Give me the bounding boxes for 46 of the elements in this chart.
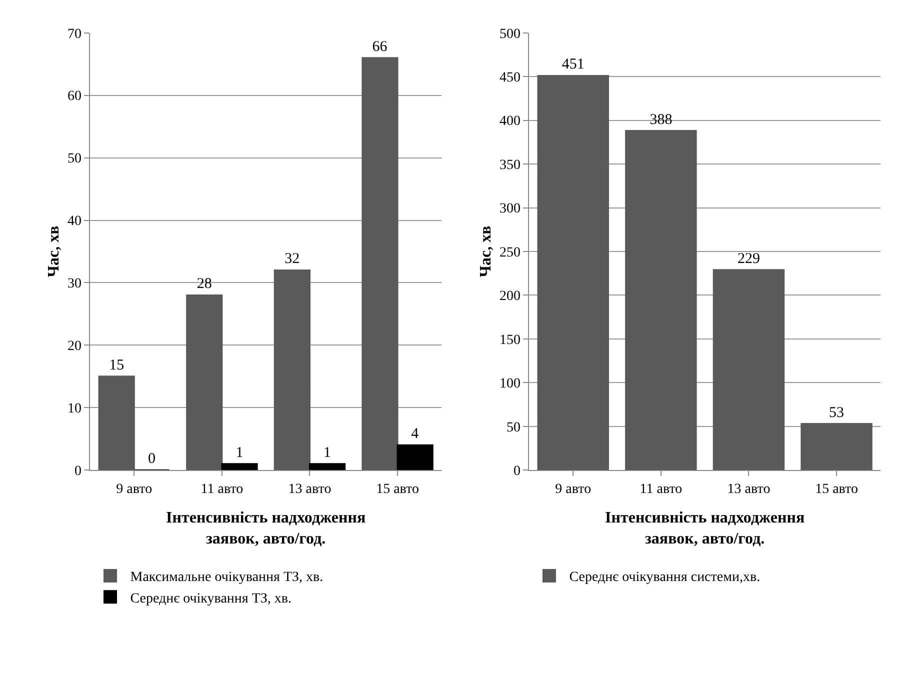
x-tick-label: 15 авто [376,482,419,497]
legend-label: Середнє очікування системи,хв. [569,570,760,586]
data-label: 0 [148,451,156,468]
x-tick-label: 9 авто [116,482,152,497]
x-tick-label: 11 авто [640,482,682,497]
y-tick-label: 100 [499,376,520,392]
data-label: 32 [284,251,300,268]
data-label: 1 [324,444,332,461]
y-tick-label: 70 [67,26,82,42]
x-tick-label: 13 авто [288,482,332,497]
data-label: 229 [737,250,760,267]
data-label: 388 [650,112,672,128]
y-tick-label: 150 [499,332,520,348]
y-tick-label: 50 [67,152,82,167]
y-tick-label: 350 [499,158,520,173]
y-tick-label: 300 [499,202,520,217]
y-tick-label: 50 [506,420,520,436]
y-axis-title: Час, хв [477,225,494,278]
x-tick-label: 13 авто [727,482,770,497]
data-label: 451 [562,56,584,73]
y-tick-label: 60 [67,89,82,104]
data-label: 66 [372,38,388,55]
y-tick-label: 500 [499,26,520,42]
x-tick-label: 15 авто [815,482,858,497]
y-axis-title: Час, хв [45,225,62,278]
y-tick-label: 400 [499,114,520,130]
y-tick-label: 450 [499,70,520,86]
data-label: 53 [829,404,844,421]
y-tick-label: 30 [67,276,82,292]
y-tick-label: 200 [499,289,520,304]
y-tick-label: 0 [74,464,82,479]
x-axis-title: Інтенсивність надходження заявок, авто/год. [166,510,366,548]
y-tick-label: 40 [67,214,82,230]
x-tick-label: 11 авто [200,482,244,497]
x-tick-label: 9 авто [555,482,592,497]
data-label: 15 [109,357,124,374]
legend-label: Середнє очікування ТЗ, хв. [130,591,292,606]
y-tick-label: 10 [67,402,82,417]
y-tick-label: 20 [67,339,82,354]
y-tick-label: 0 [513,464,520,479]
data-label: 28 [196,276,212,292]
x-axis-title: Інтенсивність надходження заявок, авто/год. [605,510,805,548]
y-tick-label: 250 [499,245,520,260]
legend-label: Максимальне очікування ТЗ, хв. [130,570,324,586]
data-label: 4 [411,426,420,442]
data-label: 1 [236,444,244,461]
